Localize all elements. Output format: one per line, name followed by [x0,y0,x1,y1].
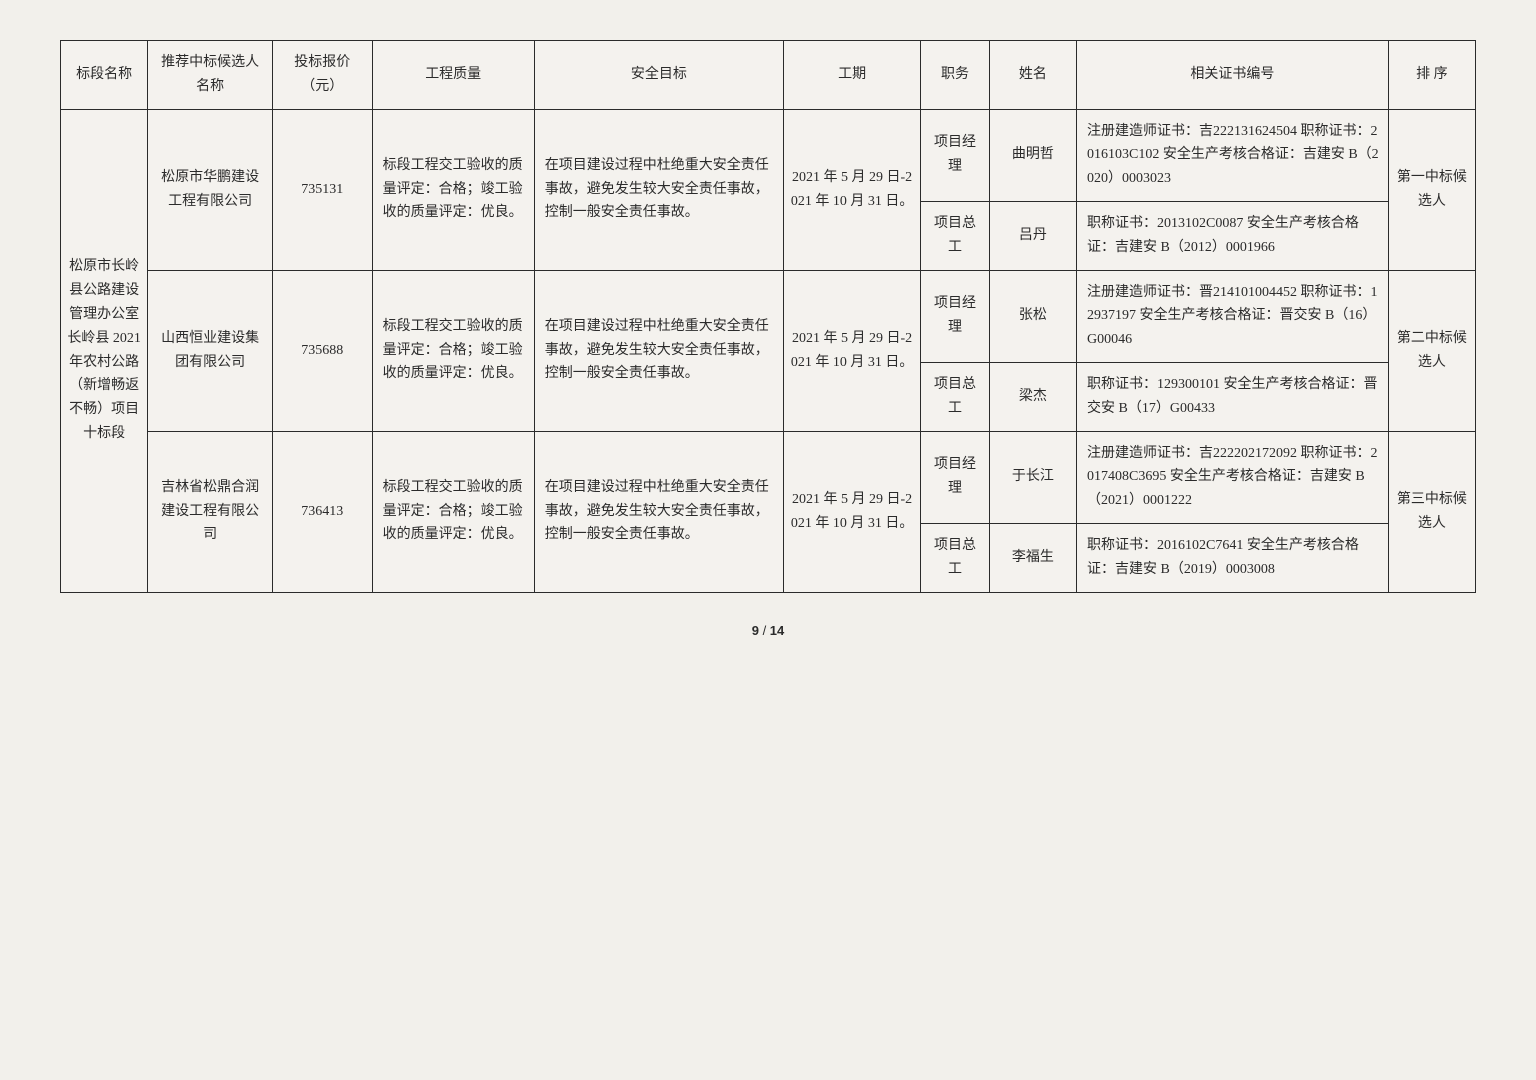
cert-cell: 职称证书：129300101 安全生产考核合格证：晋交安 B（17）G00433 [1077,362,1389,431]
rank-cell: 第一中标候选人 [1388,109,1475,270]
table-row: 吉林省松鼎合润建设工程有限公司 736413 标段工程交工验收的质量评定：合格；… [61,431,1476,523]
cert-cell: 职称证书：2013102C0087 安全生产考核合格证：吉建安 B（2012）0… [1077,201,1389,270]
name-cell: 梁杰 [989,362,1076,431]
col-section: 标段名称 [61,41,148,110]
name-cell: 张松 [989,270,1076,362]
quality-cell: 标段工程交工验收的质量评定：合格；竣工验收的质量评定：优良。 [372,109,534,270]
header-row: 标段名称 推荐中标候选人名称 投标报价（元） 工程质量 安全目标 工期 职务 姓… [61,41,1476,110]
role-cell: 项目经理 [921,431,990,523]
safety-cell: 在项目建设过程中杜绝重大安全责任事故，避免发生较大安全责任事故，控制一般安全责任… [534,431,783,592]
safety-cell: 在项目建设过程中杜绝重大安全责任事故，避免发生较大安全责任事故，控制一般安全责任… [534,109,783,270]
cert-cell: 注册建造师证书：晋214101004452 职称证书：12937197 安全生产… [1077,270,1389,362]
price-cell: 735688 [272,270,372,431]
role-cell: 项目经理 [921,109,990,201]
safety-cell: 在项目建设过程中杜绝重大安全责任事故，避免发生较大安全责任事故，控制一般安全责任… [534,270,783,431]
col-safety: 安全目标 [534,41,783,110]
page-footer: 9 / 14 [60,623,1476,638]
name-cell: 于长江 [989,431,1076,523]
role-cell: 项目经理 [921,270,990,362]
col-company: 推荐中标候选人名称 [148,41,273,110]
page-total: 14 [770,623,784,638]
role-cell: 项目总工 [921,362,990,431]
rank-cell: 第二中标候选人 [1388,270,1475,431]
col-price: 投标报价（元） [272,41,372,110]
bid-table: 标段名称 推荐中标候选人名称 投标报价（元） 工程质量 安全目标 工期 职务 姓… [60,40,1476,593]
cert-cell: 职称证书：2016102C7641 安全生产考核合格证：吉建安 B（2019）0… [1077,523,1389,592]
role-cell: 项目总工 [921,201,990,270]
company-cell: 吉林省松鼎合润建设工程有限公司 [148,431,273,592]
quality-cell: 标段工程交工验收的质量评定：合格；竣工验收的质量评定：优良。 [372,431,534,592]
quality-cell: 标段工程交工验收的质量评定：合格；竣工验收的质量评定：优良。 [372,270,534,431]
col-cert: 相关证书编号 [1077,41,1389,110]
table-row: 松原市长岭县公路建设管理办公室长岭县 2021 年农村公路（新增畅返不畅）项目十… [61,109,1476,201]
rank-cell: 第三中标候选人 [1388,431,1475,592]
period-cell: 2021 年 5 月 29 日-2021 年 10 月 31 日。 [784,109,921,270]
col-role: 职务 [921,41,990,110]
col-period: 工期 [784,41,921,110]
cert-cell: 注册建造师证书：吉222202172092 职称证书：2017408C3695 … [1077,431,1389,523]
page-sep: / [759,623,770,638]
price-cell: 736413 [272,431,372,592]
price-cell: 735131 [272,109,372,270]
col-quality: 工程质量 [372,41,534,110]
name-cell: 曲明哲 [989,109,1076,201]
col-name: 姓名 [989,41,1076,110]
period-cell: 2021 年 5 月 29 日-2021 年 10 月 31 日。 [784,431,921,592]
name-cell: 吕丹 [989,201,1076,270]
period-cell: 2021 年 5 月 29 日-2021 年 10 月 31 日。 [784,270,921,431]
col-rank: 排 序 [1388,41,1475,110]
company-cell: 山西恒业建设集团有限公司 [148,270,273,431]
cert-cell: 注册建造师证书：吉222131624504 职称证书：2016103C102 安… [1077,109,1389,201]
section-name: 松原市长岭县公路建设管理办公室长岭县 2021 年农村公路（新增畅返不畅）项目十… [61,109,148,592]
role-cell: 项目总工 [921,523,990,592]
page-current: 9 [752,623,759,638]
table-row: 山西恒业建设集团有限公司 735688 标段工程交工验收的质量评定：合格；竣工验… [61,270,1476,362]
company-cell: 松原市华鹏建设工程有限公司 [148,109,273,270]
name-cell: 李福生 [989,523,1076,592]
